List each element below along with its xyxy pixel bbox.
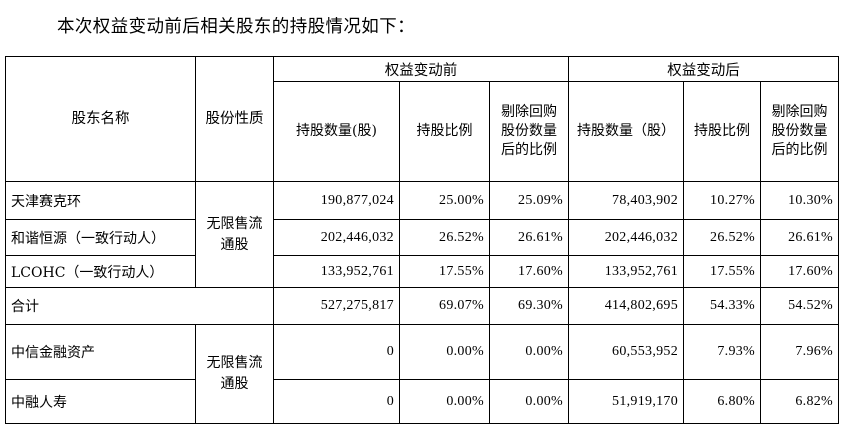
header-before-shares: 持股数量(股) — [273, 81, 400, 182]
cell-before-excl-ratio: 17.60% — [488, 255, 570, 288]
row-share-nature: 无限售流通股 — [195, 324, 274, 424]
cell-after-shares: 60,553,952 — [568, 324, 685, 380]
page-title: 本次权益变动前后相关股东的持股情况如下： — [57, 17, 415, 37]
cell-after-excl-ratio: 10.30% — [760, 181, 840, 220]
holdings-table-container: 股东名称 股份性质 权益变动前 权益变动后 持股数量(股) 持股比例 剔除回购股… — [5, 56, 840, 424]
table-row: 中信金融资产 无限售流通股 0 0.00% 0.00% 60,553,952 7… — [5, 324, 840, 424]
row-shareholder-name: 中融人寿 — [5, 379, 196, 424]
cell-after-ratio: 6.80% — [683, 379, 762, 424]
cell-before-excl-ratio: 0.00% — [488, 324, 570, 380]
cell-total-before-ratio: 69.07% — [399, 287, 490, 325]
cell-before-excl-ratio: 26.61% — [488, 219, 570, 256]
header-after-ratio: 持股比例 — [683, 81, 762, 182]
cell-after-excl-ratio: 26.61% — [760, 219, 840, 256]
cell-total-before-shares: 527,275,817 — [273, 287, 400, 325]
cell-total-after-excl-ratio: 54.52% — [760, 287, 840, 325]
header-group-after: 权益变动后 — [568, 56, 840, 82]
cell-before-ratio: 0.00% — [399, 324, 490, 380]
row-shareholder-name: 中信金融资产 — [5, 324, 196, 380]
cell-before-ratio: 26.52% — [399, 219, 490, 256]
header-before-ratio: 持股比例 — [399, 81, 490, 182]
cell-after-ratio: 7.93% — [683, 324, 762, 380]
row-total-label: 合计 — [5, 287, 274, 325]
cell-after-ratio: 17.55% — [683, 255, 762, 288]
cell-before-excl-ratio: 0.00% — [488, 379, 570, 424]
table-row-total: 合计 527,275,817 69.07% 69.30% 414,802,695… — [5, 287, 840, 325]
row-share-nature: 无限售流通股 — [195, 181, 274, 288]
row-shareholder-name: LCOHC（一致行动人） — [5, 255, 196, 288]
cell-before-shares: 190,877,024 — [273, 181, 400, 220]
table-row: 天津赛克环 无限售流通股 190,877,024 25.00% 25.09% 7… — [5, 181, 840, 288]
cell-total-before-excl-ratio: 69.30% — [488, 287, 570, 325]
cell-before-ratio: 17.55% — [399, 255, 490, 288]
cell-after-ratio: 10.27% — [683, 181, 762, 220]
cell-before-shares: 133,952,761 — [273, 255, 400, 288]
cell-total-after-shares: 414,802,695 — [568, 287, 685, 325]
cell-total-after-ratio: 54.33% — [683, 287, 762, 325]
header-before-excl-buyback-ratio: 剔除回购股份数量后的比例 — [488, 81, 570, 182]
cell-before-shares: 202,446,032 — [273, 219, 400, 256]
row-shareholder-name: 和谐恒源（一致行动人） — [5, 219, 196, 256]
table-row: LCOHC（一致行动人） 133,952,761 17.55% 17.60% 1… — [5, 255, 840, 288]
cell-after-shares: 133,952,761 — [568, 255, 685, 288]
cell-before-shares: 0 — [273, 324, 400, 380]
shareholding-change-table: 股东名称 股份性质 权益变动前 权益变动后 持股数量(股) 持股比例 剔除回购股… — [5, 56, 840, 424]
table-row: 中融人寿 0 0.00% 0.00% 51,919,170 6.80% 6.82… — [5, 379, 840, 424]
row-shareholder-name: 天津赛克环 — [5, 181, 196, 220]
cell-after-shares: 51,919,170 — [568, 379, 685, 424]
cell-after-excl-ratio: 7.96% — [760, 324, 840, 380]
cell-after-excl-ratio: 6.82% — [760, 379, 840, 424]
header-after-shares: 持股数量（股） — [568, 81, 685, 182]
cell-before-ratio: 0.00% — [399, 379, 490, 424]
table-row: 和谐恒源（一致行动人） 202,446,032 26.52% 26.61% 20… — [5, 219, 840, 256]
header-group-before: 权益变动前 — [272, 56, 570, 82]
cell-after-excl-ratio: 17.60% — [760, 255, 840, 288]
header-share-nature: 股份性质 — [195, 56, 274, 182]
cell-before-shares: 0 — [273, 379, 400, 424]
cell-after-shares: 202,446,032 — [568, 219, 685, 256]
cell-after-ratio: 26.52% — [683, 219, 762, 256]
cell-before-excl-ratio: 25.09% — [488, 181, 570, 220]
cell-before-ratio: 25.00% — [399, 181, 490, 220]
header-row-groups: 股东名称 股份性质 权益变动前 权益变动后 — [5, 56, 840, 182]
header-after-excl-buyback-ratio: 剔除回购股份数量后的比例 — [760, 81, 840, 182]
cell-after-shares: 78,403,902 — [568, 181, 685, 220]
header-row-subcolumns: 持股数量(股) 持股比例 剔除回购股份数量后的比例 持股数量（股） 持股比例 剔… — [6, 81, 840, 182]
header-shareholder-name: 股东名称 — [5, 56, 196, 182]
